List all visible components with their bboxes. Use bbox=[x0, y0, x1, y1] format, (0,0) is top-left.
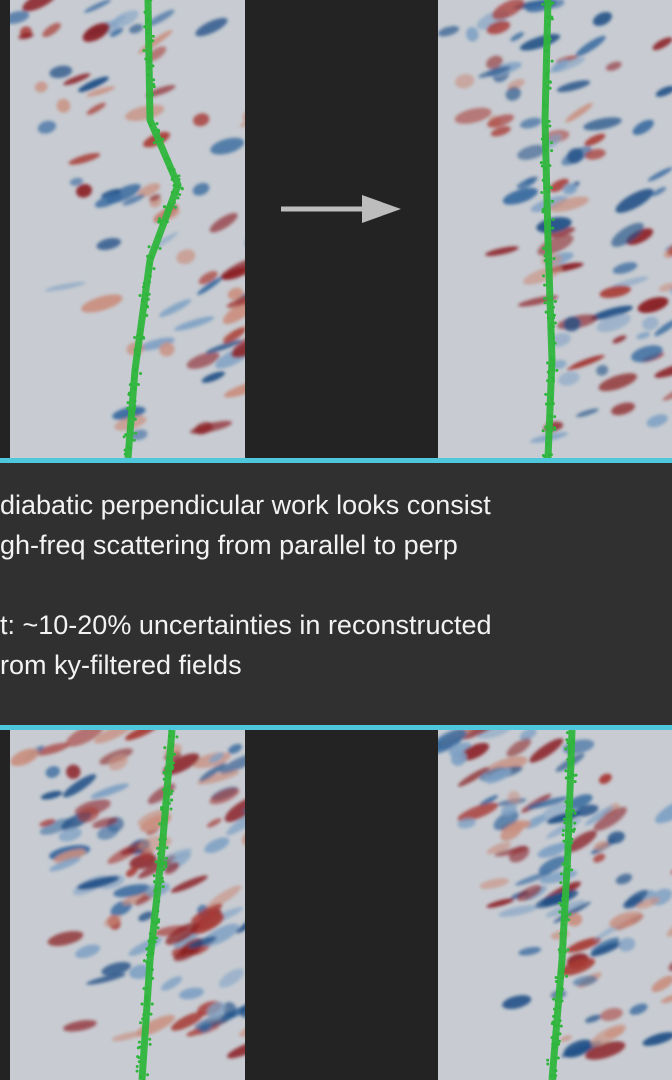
field-image bbox=[2, 0, 425, 458]
field-image bbox=[426, 717, 672, 1080]
field-image bbox=[8, 719, 382, 1080]
note-line: rom ky-filtered fields bbox=[0, 645, 492, 685]
note-line: diabatic perpendicular work looks consis… bbox=[0, 485, 491, 525]
note-paragraph: diabatic perpendicular work looks consis… bbox=[0, 485, 491, 565]
note-paragraph: t: ~10-20% uncertainties in reconstructe… bbox=[0, 605, 492, 685]
notes-box: diabatic perpendicular work looks consis… bbox=[0, 463, 672, 725]
arrow bbox=[281, 195, 401, 223]
note-line: t: ~10-20% uncertainties in reconstructe… bbox=[0, 605, 492, 645]
note-line: gh-freq scattering from parallel to perp bbox=[0, 525, 491, 565]
field-image bbox=[437, 0, 672, 458]
cyan-rule bbox=[0, 725, 672, 730]
page: diabatic perpendicular work looks consis… bbox=[0, 0, 672, 1080]
